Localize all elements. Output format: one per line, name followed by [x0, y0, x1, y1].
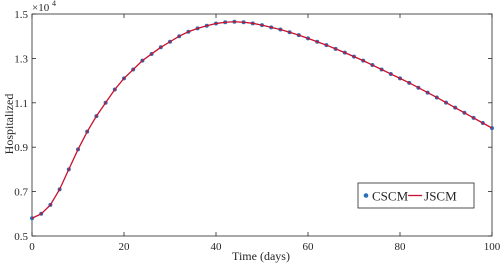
legend-label: CSCM [372, 189, 409, 204]
y-axis-label: Hospitalized [2, 94, 16, 155]
y-tick-label: 1.1 [14, 98, 28, 110]
x-tick-label: 20 [119, 241, 131, 253]
y-scale-exponent: 4 [52, 0, 56, 8]
y-tick-label: 0.5 [14, 231, 28, 243]
x-tick-label: 40 [211, 241, 223, 253]
legend-label: JSCM [424, 189, 457, 204]
data-line [31, 21, 493, 219]
x-tick-label: 100 [484, 241, 500, 253]
x-tick-label: 60 [303, 241, 315, 253]
x-axis-label: Time (days) [232, 249, 290, 263]
y-scale-base: ×10 [32, 2, 50, 14]
y-tick-label: 1.3 [14, 53, 28, 65]
x-tick-label: 80 [395, 241, 407, 253]
y-tick-label: 0.7 [14, 187, 28, 199]
y-tick-label: 0.9 [14, 142, 28, 154]
legend-marker [363, 193, 369, 198]
x-tick-label: 0 [29, 241, 35, 253]
y-tick-label: 1.5 [14, 9, 28, 21]
